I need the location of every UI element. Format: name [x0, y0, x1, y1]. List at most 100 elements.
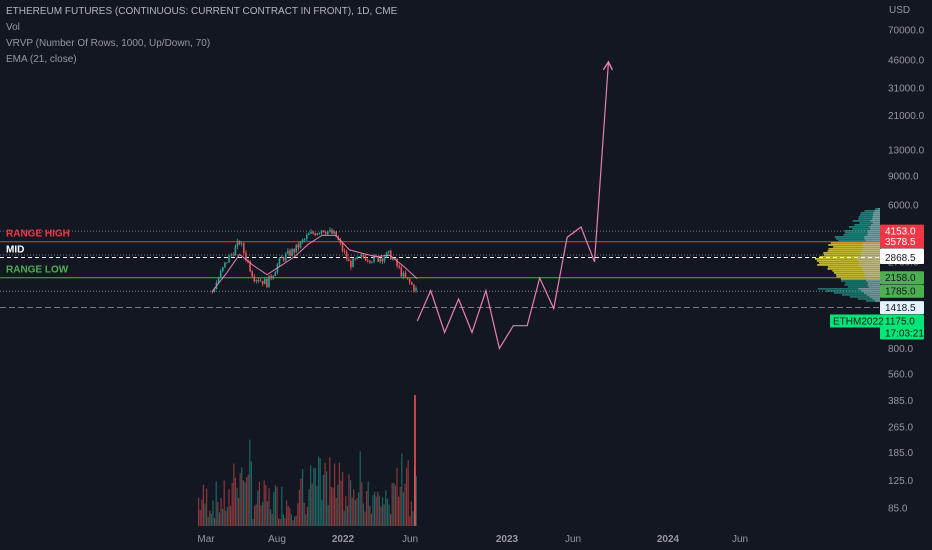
candle-body [274, 272, 277, 276]
profile-row [860, 212, 880, 214]
candle-body [306, 235, 308, 239]
candle-body [331, 229, 333, 234]
profile-row [827, 268, 880, 270]
projection-path [416, 63, 608, 350]
candle-body [280, 257, 283, 259]
profile-row [834, 236, 880, 238]
profile-row [827, 250, 880, 252]
candle-body [240, 243, 243, 245]
profile-row [867, 232, 880, 234]
profile-row [861, 268, 880, 270]
profile-row [864, 238, 880, 240]
volume-bar [265, 485, 267, 526]
profile-row [836, 238, 880, 240]
volume-bar [393, 483, 395, 526]
candle-body [282, 257, 285, 261]
volume-bar [268, 488, 270, 526]
projection-line [416, 63, 608, 350]
candle-body [261, 280, 264, 285]
volume-bar [311, 483, 313, 526]
volume-bar [322, 475, 324, 526]
volume-bar [238, 497, 240, 526]
chart-legend: ETHEREUM FUTURES (CONTINUOUS: CURRENT CO… [6, 4, 397, 68]
profile-row [858, 256, 880, 258]
candle-body [213, 288, 216, 292]
volume-bar [255, 504, 257, 526]
candle-body [272, 275, 274, 279]
price-tag-label: 17:03:21 [885, 329, 924, 340]
price-tag-label: 1418.5 [885, 303, 916, 314]
volume-bar [214, 518, 216, 526]
candle-body [381, 258, 384, 262]
volume-bar [358, 492, 360, 526]
profile-row [863, 272, 880, 274]
volume-bar [230, 506, 232, 526]
candle-body [406, 277, 409, 279]
profile-row [854, 224, 880, 226]
y-tick-label: 800.0 [888, 344, 913, 355]
candle-body [411, 282, 413, 285]
candle-body [324, 232, 327, 234]
profile-row [840, 278, 880, 280]
candle-body [373, 255, 375, 262]
volume-bar [337, 484, 339, 526]
profile-row [874, 210, 880, 212]
candle-body [396, 259, 398, 266]
profile-row [873, 214, 880, 216]
profile-row [843, 234, 880, 236]
candle-body [253, 276, 256, 282]
volume-bar [234, 477, 236, 526]
profile-row [836, 274, 880, 276]
volume-bar [278, 518, 280, 526]
profile-row [860, 252, 880, 254]
profile-row [815, 258, 880, 260]
profile-row [861, 250, 880, 252]
candle-body [289, 250, 291, 256]
legend-ema: EMA (21, close) [6, 54, 77, 65]
volume-bar [313, 468, 315, 526]
candle-body [333, 231, 335, 234]
volume-bar [388, 504, 390, 526]
profile-row [857, 260, 880, 262]
volume-bar [222, 508, 224, 526]
profile-row [866, 300, 880, 302]
y-tick-label: 185.0 [888, 448, 913, 459]
volume-bar [236, 487, 238, 526]
candle-body [303, 238, 306, 240]
y-tick-label: 70000.0 [888, 26, 925, 37]
volume-bar [319, 458, 321, 526]
y-tick-label: 560.0 [888, 369, 913, 380]
volume-bar [396, 467, 398, 526]
candle-body [245, 252, 247, 261]
x-tick-label: Jun [732, 534, 748, 545]
candle-body [224, 262, 226, 268]
profile-row [863, 292, 880, 294]
profile-row [861, 244, 880, 246]
candle-body [379, 258, 382, 262]
volume-bar [378, 495, 380, 526]
candle-body [238, 241, 241, 245]
volume-bar [334, 463, 336, 526]
profile-row [869, 226, 880, 228]
profile-row [859, 222, 880, 224]
legend-title: ETHEREUM FUTURES (CONTINUOUS: CURRENT CO… [6, 6, 398, 17]
volume-bar [199, 510, 201, 526]
x-tick-label: 2023 [496, 534, 519, 545]
profile-row [862, 248, 880, 250]
volume-bar [249, 439, 251, 526]
candle-body [413, 284, 415, 291]
profile-row [826, 290, 880, 292]
volume-bar [412, 511, 414, 526]
legend-vol: Vol [6, 22, 20, 33]
profile-row [828, 244, 880, 246]
candle-body [251, 271, 253, 277]
candle-body [345, 252, 348, 260]
volume-bar [294, 516, 296, 526]
candle-body [364, 256, 367, 261]
volume-bar [353, 489, 355, 526]
volume-bar [346, 505, 348, 526]
volume-bar [314, 467, 316, 526]
volume-bar [398, 496, 400, 526]
profile-row [823, 254, 880, 256]
